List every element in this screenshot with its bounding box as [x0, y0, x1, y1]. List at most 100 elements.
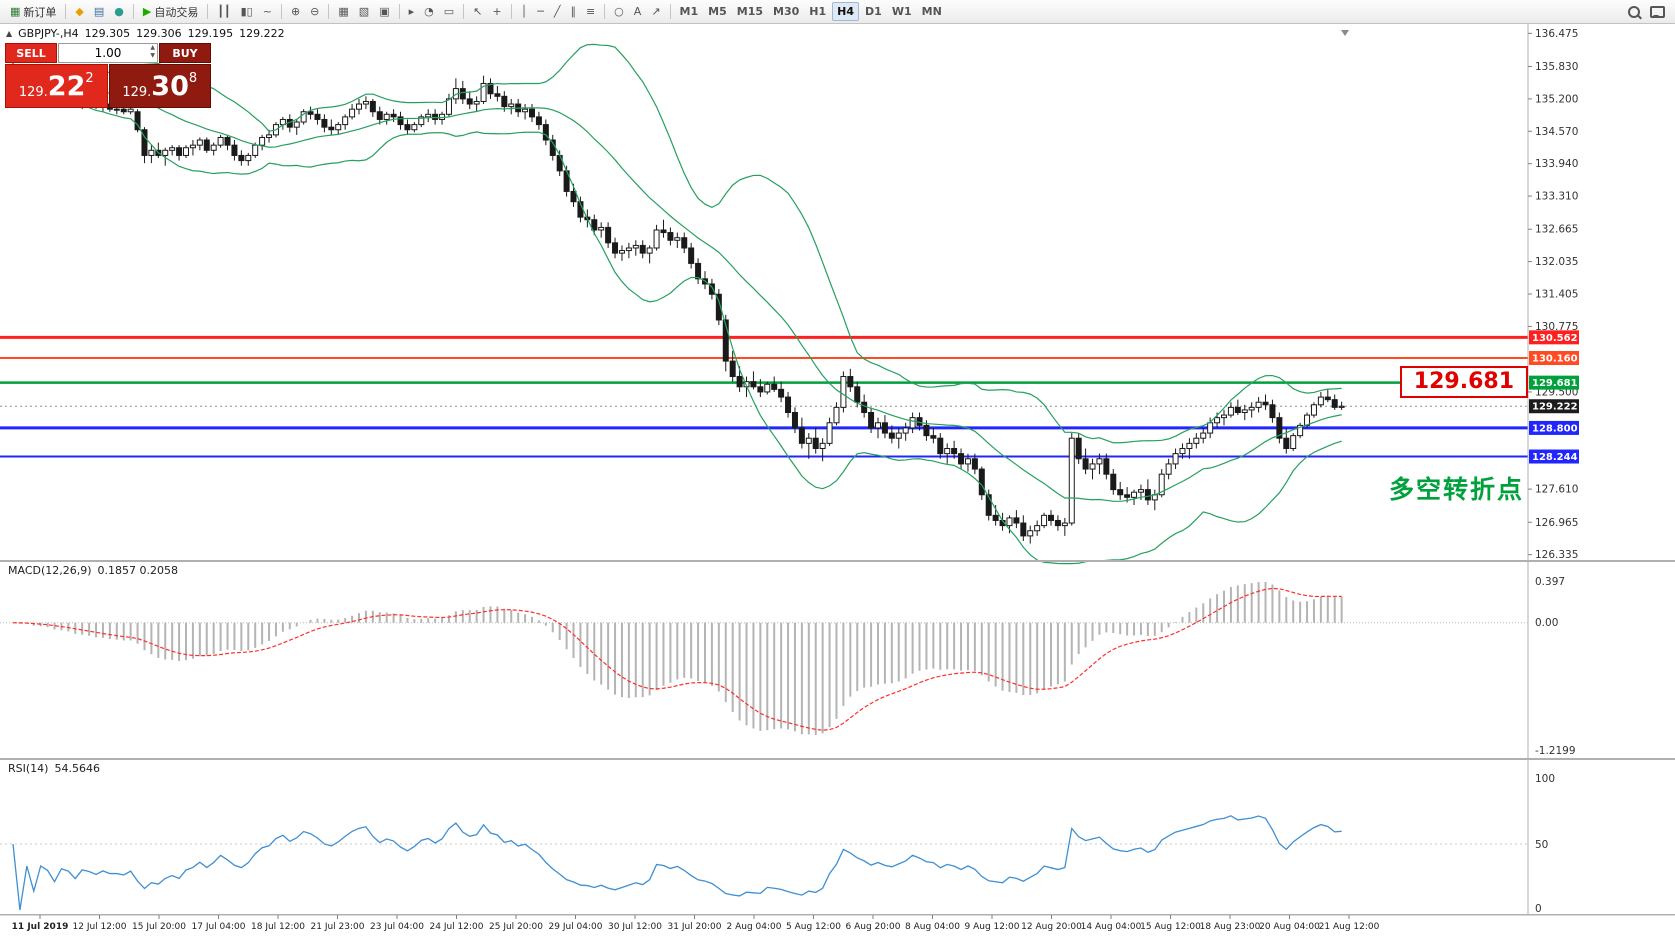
- sell-price-big: 22: [47, 70, 86, 102]
- tf-h1-button[interactable]: H1: [805, 3, 830, 20]
- rsi-value: 54.5646: [54, 762, 100, 775]
- horizontal-line-icon: ─: [537, 5, 544, 18]
- fibonacci-button[interactable]: ≡: [582, 5, 599, 18]
- rsi-axis[interactable]: 100 50 0: [1535, 773, 1555, 915]
- horizontal-line-button[interactable]: ─: [533, 5, 548, 18]
- crosshair-button[interactable]: +: [488, 5, 505, 18]
- ohlc-low: 129.195: [187, 27, 234, 40]
- svg-text:12 Aug 20:00: 12 Aug 20:00: [1021, 922, 1082, 932]
- svg-text:31 Jul 20:00: 31 Jul 20:00: [668, 922, 722, 932]
- tf-d1-button-label: D1: [865, 5, 882, 18]
- auto-scroll-button[interactable]: ◔: [420, 5, 438, 18]
- zoom-out-button[interactable]: ⊖: [306, 5, 323, 18]
- line-chart-button[interactable]: ~: [259, 5, 276, 18]
- svg-text:132.035: 132.035: [1535, 256, 1578, 268]
- tf-m5-button[interactable]: M5: [704, 3, 731, 20]
- macd-values: 0.1857 0.2058: [97, 564, 179, 577]
- market-watch-icon: ▤: [93, 5, 105, 18]
- new-order-icon: ▦: [10, 5, 21, 18]
- vertical-line-button[interactable]: │: [517, 5, 532, 18]
- chat-button[interactable]: [1646, 5, 1669, 19]
- cascade-windows-icon: ▧: [358, 5, 370, 18]
- macd-title: MACD(12,26,9): [8, 564, 92, 577]
- tf-mn-button[interactable]: MN: [918, 3, 946, 20]
- shapes-button[interactable]: ○: [610, 5, 628, 18]
- algo-trading-button[interactable]: ▶ 自动交易: [139, 3, 202, 21]
- price-axis[interactable]: 136.475 135.830 135.200 134.570 133.940 133.3…: [1527, 24, 1579, 914]
- channel-button[interactable]: ∥: [566, 5, 580, 18]
- sell-price-box[interactable]: 129. 22 2: [5, 64, 108, 108]
- buy-price-sup: 8: [188, 71, 198, 86]
- volume-up-button[interactable]: ▲: [150, 44, 155, 51]
- cursor-button[interactable]: ↖: [469, 5, 486, 18]
- tf-w1-button[interactable]: W1: [888, 3, 916, 20]
- svg-text:24 Jul 12:00: 24 Jul 12:00: [430, 922, 484, 932]
- new-order-button[interactable]: ▦ 新订单: [6, 3, 60, 21]
- svg-text:50: 50: [1535, 839, 1548, 851]
- svg-text:18 Jul 12:00: 18 Jul 12:00: [251, 922, 305, 932]
- text-button[interactable]: A: [630, 5, 646, 18]
- one-click-panel-toggle-icon[interactable]: ▲: [6, 29, 13, 38]
- svg-text:0.00: 0.00: [1535, 617, 1558, 629]
- search-button[interactable]: [1624, 5, 1644, 19]
- bar-chart-button[interactable]: ┃┃: [213, 5, 234, 18]
- snapshot-button[interactable]: ▭: [440, 5, 458, 18]
- svg-text:135.200: 135.200: [1535, 93, 1578, 105]
- time-axis[interactable]: 11 Jul 2019 12 Jul 12:00 15 Jul 20:00 17 Ju…: [12, 915, 1380, 932]
- svg-text:2 Aug 04:00: 2 Aug 04:00: [727, 922, 782, 932]
- arrange-windows-button[interactable]: ▣: [375, 5, 393, 18]
- buy-button[interactable]: BUY: [159, 43, 211, 63]
- svg-text:23 Jul 04:00: 23 Jul 04:00: [370, 922, 424, 932]
- toolbar-separator: [65, 4, 67, 19]
- chart-shift-marker-icon[interactable]: [1341, 30, 1349, 36]
- tf-d1-button[interactable]: D1: [861, 3, 886, 20]
- svg-text:18 Aug 23:00: 18 Aug 23:00: [1200, 922, 1261, 932]
- svg-text:0.397: 0.397: [1535, 576, 1565, 588]
- arrow-tools-button[interactable]: ↗: [647, 5, 664, 18]
- tile-windows-button[interactable]: ▦: [334, 5, 352, 18]
- trendline-button[interactable]: ╱: [550, 5, 565, 18]
- panel-separators[interactable]: [0, 560, 1675, 916]
- svg-text:30 Jul 12:00: 30 Jul 12:00: [608, 922, 662, 932]
- svg-text:21 Aug 12:00: 21 Aug 12:00: [1319, 922, 1380, 932]
- market-watch-button[interactable]: ▤: [90, 5, 108, 18]
- rsi-panel-header: RSI(14) 54.5646: [8, 762, 106, 775]
- tf-h4-button[interactable]: H4: [832, 2, 860, 21]
- tf-m5-button-label: M5: [708, 5, 727, 18]
- sell-button[interactable]: SELL: [5, 43, 57, 63]
- volume-input[interactable]: 1.00 ▲ ▼: [58, 43, 158, 63]
- ohlc-open: 129.305: [84, 27, 131, 40]
- tf-h1-button-label: H1: [809, 5, 827, 18]
- tf-m30-button[interactable]: M30: [769, 3, 803, 20]
- toolbar-separator: [132, 4, 134, 19]
- toolbar-separator: [669, 4, 671, 19]
- chart-shift-button[interactable]: ▸: [405, 5, 419, 18]
- svg-text:15 Jul 20:00: 15 Jul 20:00: [132, 922, 186, 932]
- toolbar-separator: [398, 4, 400, 19]
- svg-text:130.160: 130.160: [1532, 354, 1578, 365]
- chart-annotation-text[interactable]: 多空转折点: [1388, 475, 1524, 504]
- toolbar-separator: [604, 4, 606, 19]
- zoom-in-button[interactable]: ⊕: [287, 5, 304, 18]
- svg-text:128.800: 128.800: [1532, 423, 1578, 434]
- buy-price-big: 30: [151, 70, 189, 102]
- macd-indicator: [0, 581, 1528, 736]
- tf-m1-button[interactable]: M1: [676, 3, 703, 20]
- tile-windows-icon: ▦: [338, 5, 349, 18]
- price-level-lines[interactable]: [0, 335, 1528, 458]
- favorites-button[interactable]: ◆: [71, 5, 87, 18]
- svg-text:15 Aug 12:00: 15 Aug 12:00: [1140, 922, 1201, 932]
- cascade-windows-button[interactable]: ▧: [355, 5, 373, 18]
- macd-axis[interactable]: 0.397 0.00 -1.2199: [1535, 576, 1576, 757]
- toolbar-separator: [280, 4, 282, 19]
- zoom-out-icon: ⊖: [310, 5, 320, 18]
- key-level-price-label[interactable]: 129.681: [1399, 366, 1528, 399]
- volume-down-button[interactable]: ▼: [150, 52, 155, 60]
- community-button[interactable]: ●: [110, 5, 128, 18]
- candlestick-chart-button[interactable]: ▮▯: [237, 5, 257, 18]
- crosshair-icon: +: [492, 5, 502, 18]
- buy-price-box[interactable]: 129. 30 8: [108, 64, 211, 108]
- tf-m15-button[interactable]: M15: [733, 3, 767, 20]
- rsi-indicator: [0, 815, 1528, 911]
